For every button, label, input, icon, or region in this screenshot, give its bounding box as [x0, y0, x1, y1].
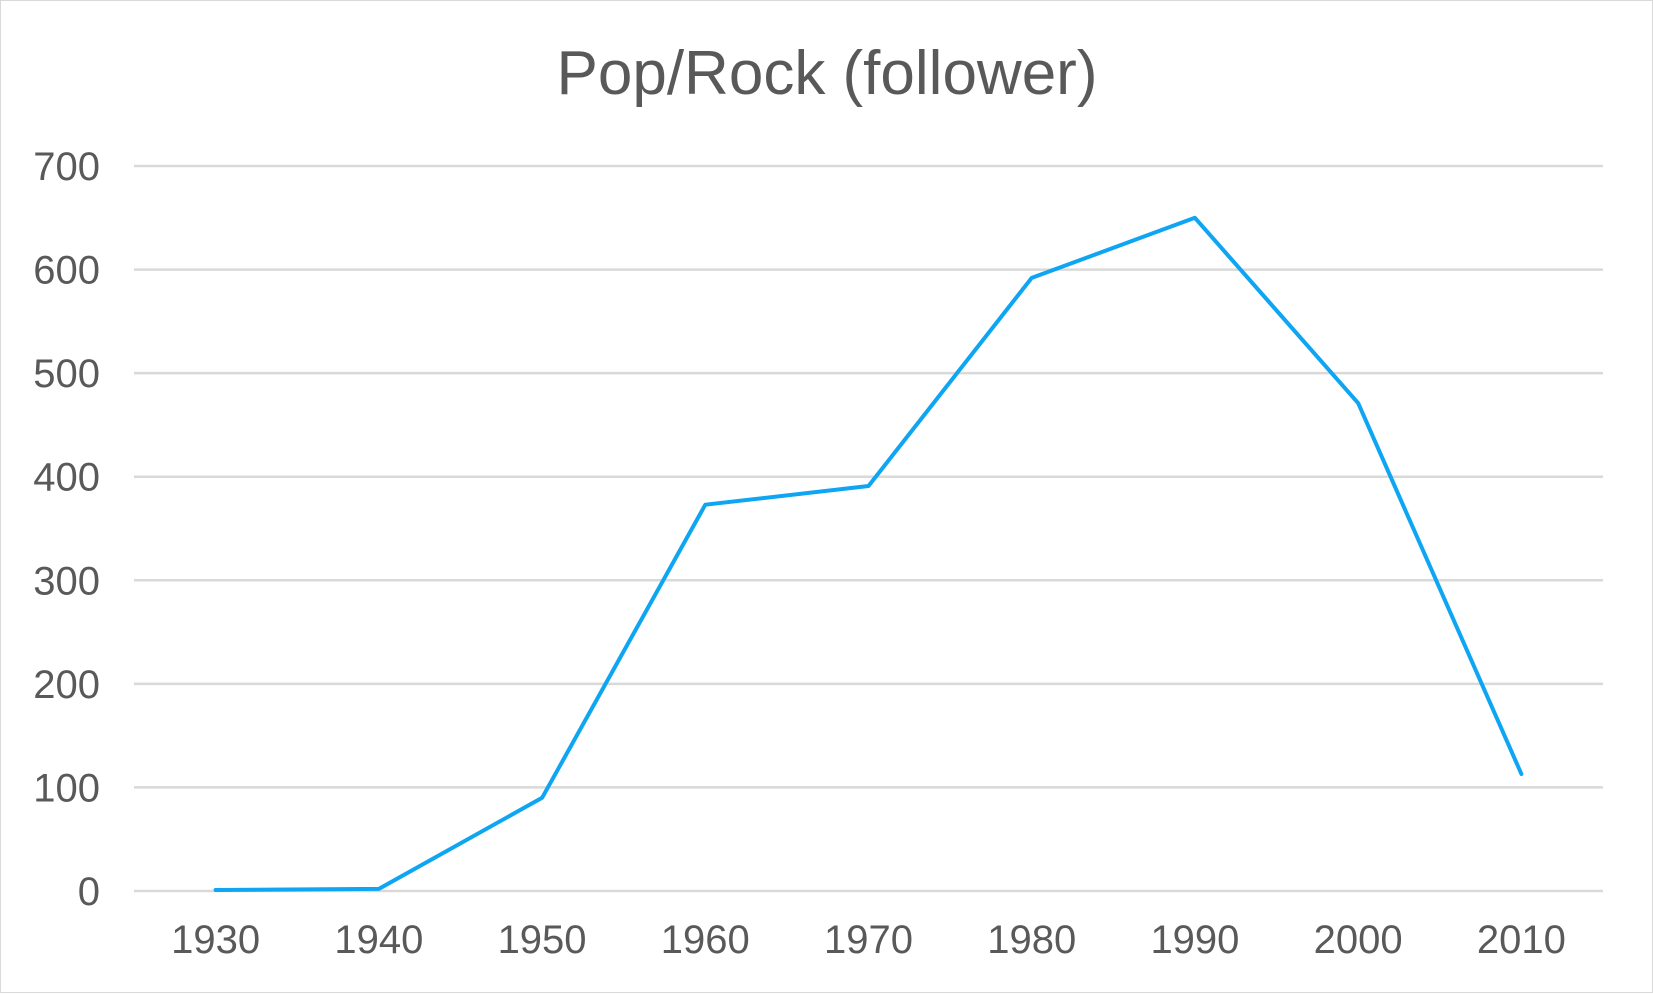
x-axis-tick-labels: 1930 1940 1950 1960 1970 1980 1990 2000 2010	[171, 918, 1566, 962]
x-tick-label: 1970	[824, 918, 913, 962]
x-tick-label: 1990	[1150, 918, 1239, 962]
x-tick-label: 1980	[987, 918, 1076, 962]
series-line-0	[213, 215, 1524, 892]
y-tick-label: 400	[33, 456, 100, 500]
chart-title: Pop/Rock (follower)	[557, 39, 1098, 108]
series-layer	[213, 215, 1524, 892]
y-tick-label: 0	[78, 870, 100, 914]
gridlines	[134, 164, 1603, 893]
y-tick-label: 200	[33, 663, 100, 707]
y-tick-label: 300	[33, 559, 100, 603]
x-tick-label: 1930	[171, 918, 260, 962]
y-tick-label: 600	[33, 249, 100, 293]
y-tick-label: 500	[33, 352, 100, 396]
x-tick-label: 2010	[1477, 918, 1566, 962]
x-tick-label: 1960	[661, 918, 750, 962]
y-axis-tick-labels: 0 100 200 300 400 500 600 700	[33, 145, 100, 914]
x-tick-label: 2000	[1314, 918, 1403, 962]
x-tick-label: 1950	[498, 918, 587, 962]
y-tick-label: 700	[33, 145, 100, 189]
y-tick-label: 100	[33, 766, 100, 810]
x-tick-label: 1940	[334, 918, 423, 962]
